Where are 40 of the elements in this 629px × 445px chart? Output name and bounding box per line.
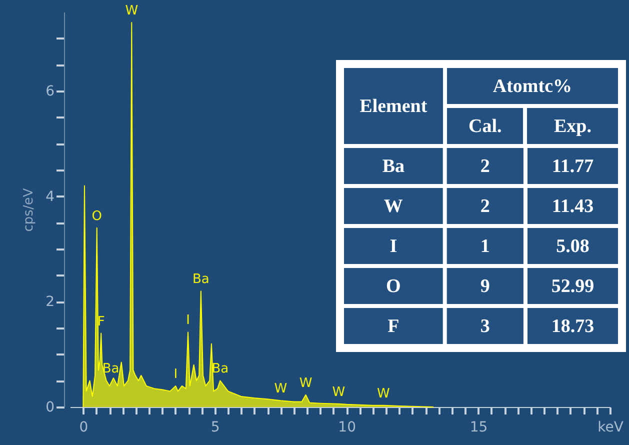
x-tick-label: 10 <box>338 420 356 436</box>
annotation: F <box>97 314 105 330</box>
annotation: W <box>274 382 288 397</box>
x-tick-label: 5 <box>210 420 220 436</box>
x-tick-label: Cal. <box>468 116 502 137</box>
annotation: W <box>125 4 138 19</box>
y-tick-label: O <box>386 276 401 297</box>
y-tick-label: 2 <box>46 294 54 310</box>
y-axis-title: Element <box>360 96 428 117</box>
chart-title: Atomtc% <box>492 76 572 97</box>
annotation: I <box>186 313 190 328</box>
y-tick-label: Ba <box>382 156 406 177</box>
y-tick-label: 0 <box>46 400 54 416</box>
annotation: W <box>332 384 346 400</box>
y-axis-title: cps/eV <box>22 188 37 232</box>
x-tick-label: 15 <box>470 420 488 436</box>
data-label: 1 <box>480 236 490 257</box>
y-tick-label: F <box>388 316 400 337</box>
x-tick-label: keV <box>598 420 624 436</box>
y-tick-label: 4 <box>46 188 55 205</box>
annotation: Ba <box>212 362 229 377</box>
x-tick-label: 0 <box>79 420 88 436</box>
y-tick-label: I <box>390 236 398 257</box>
data-label: 2 <box>480 196 490 217</box>
annotation: I <box>174 366 178 382</box>
y-tick-label: W <box>384 196 403 217</box>
annotation: Ba <box>192 272 210 288</box>
data-label: 11.77 <box>552 156 594 177</box>
data-label: 2 <box>480 156 490 177</box>
data-label: 9 <box>480 276 490 297</box>
data-label: 52.99 <box>551 276 594 297</box>
annotation: O <box>92 208 102 224</box>
annotation: W <box>299 376 312 391</box>
data-label: 3 <box>480 316 490 337</box>
data-label: 18.73 <box>551 316 594 337</box>
annotation: Ba <box>102 362 120 377</box>
y-tick-label: 6 <box>46 84 55 100</box>
data-label: 5.08 <box>556 236 590 257</box>
x-tick-label: Exp. <box>554 116 592 137</box>
data-label: 11.43 <box>552 196 594 217</box>
